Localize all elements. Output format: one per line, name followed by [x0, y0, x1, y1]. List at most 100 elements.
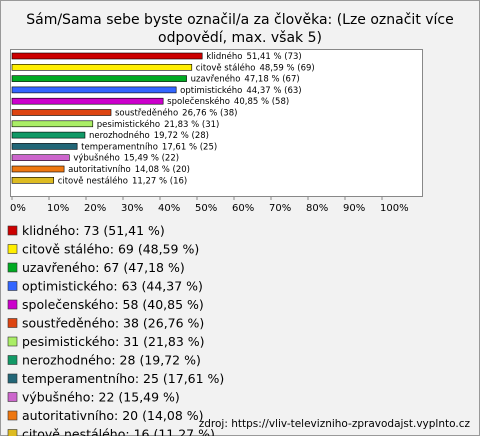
legend-swatch	[7, 244, 18, 254]
legend-swatch	[7, 429, 18, 436]
legend-swatch	[7, 373, 18, 384]
legend-swatch	[7, 355, 18, 365]
legend-value: : 22 (15,49 %)	[90, 389, 179, 404]
bar-label-category: optimistického	[180, 84, 242, 95]
bar-label-value: 17,61 % (25)	[162, 142, 217, 152]
legend-swatch	[7, 336, 18, 347]
bar	[11, 86, 177, 94]
bar	[11, 75, 187, 82]
x-tick-label: 80%	[306, 203, 328, 214]
x-tick-label: 100%	[380, 203, 409, 214]
legend-entry: klidného: 73 (51,41 %)	[22, 223, 165, 238]
legend-entry: soustředěného: 38 (26,76 %)	[22, 315, 204, 330]
legend-value: : 63 (44,37 %)	[113, 278, 202, 293]
legend-entry: společenského: 58 (40,85 %)	[22, 297, 204, 312]
legend-category: pesimistického	[22, 334, 115, 349]
bar-label: výbušného 15,49 % (22)	[73, 152, 179, 163]
x-tick-label: 20%	[84, 203, 106, 214]
legend-category: soustředěného	[22, 315, 115, 330]
x-tick-label: 90%	[343, 203, 365, 214]
legend-entry: výbušného: 22 (15,49 %)	[22, 389, 180, 404]
bar-label: klidného 51,41 % (73)	[206, 51, 302, 62]
legend-category: optimistického	[22, 278, 113, 293]
bar-label: autoritativního 14,08 % (20)	[68, 165, 190, 175]
legend-entry: optimistického: 63 (44,37 %)	[22, 278, 203, 293]
bar-label: pesimistického 21,83 % (31)	[97, 118, 220, 129]
bar-label-category: výbušného	[73, 152, 119, 163]
x-tick-label: 0%	[10, 203, 26, 214]
bar-label: optimistického 44,37 % (63)	[180, 84, 301, 95]
bar-label-category: společenského	[167, 96, 230, 107]
bar-label-value: 19,72 % (28)	[154, 131, 209, 141]
chart-title: Sám/Sama sebe byste označil/a za člověka…	[26, 12, 454, 28]
bar-label: uzavřeného 47,18 % (67)	[191, 73, 300, 84]
legend-entry: nerozhodného: 28 (19,72 %)	[22, 352, 201, 367]
legend-value: : 67 (47,18 %)	[95, 260, 184, 275]
legend-value: : 16 (11,27 %)	[125, 426, 214, 436]
legend-swatch	[7, 225, 18, 236]
legend-swatch	[7, 410, 18, 421]
legend-entry: uzavřeného: 67 (47,18 %)	[22, 260, 185, 275]
bar-label: nerozhodného 19,72 % (28)	[89, 130, 209, 141]
legend-value: : 58 (40,85 %)	[114, 297, 203, 312]
x-tick-label: 30%	[121, 203, 143, 214]
legend-value: : 69 (48,59 %)	[110, 241, 199, 256]
legend-swatch	[7, 299, 18, 310]
bar-label: citově nestálého 11,27 % (16)	[58, 175, 188, 186]
legend-entry: autoritativního: 20 (14,08 %)	[22, 408, 204, 423]
bar-label-value: 51,41 % (73)	[246, 52, 301, 62]
bar-label-category: temperamentního	[81, 142, 158, 152]
bar-label-value: 44,37 % (63)	[246, 85, 301, 95]
legend-category: výbušného	[22, 389, 90, 404]
legend-value: : 25 (17,61 %)	[135, 371, 224, 386]
x-tick-label: 50%	[195, 203, 217, 214]
bar	[11, 131, 86, 139]
bar-label-value: 26,76 % (38)	[182, 108, 237, 118]
chart-title: odpovědí, max. však 5)	[158, 30, 322, 46]
bar	[11, 120, 94, 128]
source: zdroj: https://vliv-televizniho-zpravoda…	[199, 418, 471, 430]
bar-label-category: klidného	[206, 51, 242, 62]
x-tick-label: 70%	[269, 203, 291, 214]
legend-category: temperamentního	[22, 371, 135, 386]
bar-label-category: citově nestálého	[58, 175, 128, 186]
bar	[11, 154, 70, 161]
bar	[11, 97, 164, 105]
legend-value: : 73 (51,41 %)	[75, 223, 164, 238]
legend-entry: temperamentního: 25 (17,61 %)	[22, 371, 224, 386]
x-tick-label: 10%	[47, 203, 69, 214]
bar-label: soustředěného 26,76 % (38)	[115, 107, 237, 118]
legend-value: : 38 (26,76 %)	[115, 315, 204, 330]
legend-category: společenského	[22, 297, 114, 312]
bar	[11, 64, 193, 71]
legend-value: : 28 (19,72 %)	[111, 352, 200, 367]
legend-swatch	[7, 262, 18, 273]
legend-category: uzavřeného	[22, 260, 95, 275]
legend-value: : 20 (14,08 %)	[114, 408, 203, 423]
bar-label-value: 11,27 % (16)	[132, 176, 187, 186]
bar-label-value: 21,83 % (31)	[164, 119, 219, 129]
x-tick-label: 40%	[158, 203, 180, 214]
x-tick-label: 60%	[232, 203, 254, 214]
bar-label-category: autoritativního	[68, 165, 131, 175]
legend-category: klidného	[22, 223, 75, 238]
bar	[11, 52, 203, 60]
bar-label: temperamentního 17,61 % (25)	[81, 142, 217, 152]
legend-swatch	[7, 318, 18, 328]
bar	[11, 177, 54, 184]
legend-category: nerozhodného	[22, 352, 111, 367]
bar-label-category: uzavřeného	[191, 73, 241, 84]
bar	[11, 143, 78, 150]
bar-label-category: pesimistického	[97, 118, 160, 129]
bar-label-value: 15,49 % (22)	[124, 153, 179, 163]
legend-swatch	[7, 392, 18, 402]
bar	[11, 109, 112, 116]
bar-label: společenského 40,85 % (58)	[167, 96, 289, 107]
legend-value: : 31 (21,83 %)	[115, 334, 204, 349]
legend-entry: citově stálého: 69 (48,59 %)	[22, 241, 199, 256]
legend-swatch	[7, 281, 18, 291]
bar-label: citově stálého 48,59 % (69)	[196, 62, 315, 73]
bar-label-value: 47,18 % (67)	[244, 74, 299, 84]
bar-label-value: 40,85 % (58)	[234, 97, 289, 107]
legend-category: autoritativního	[22, 408, 114, 423]
